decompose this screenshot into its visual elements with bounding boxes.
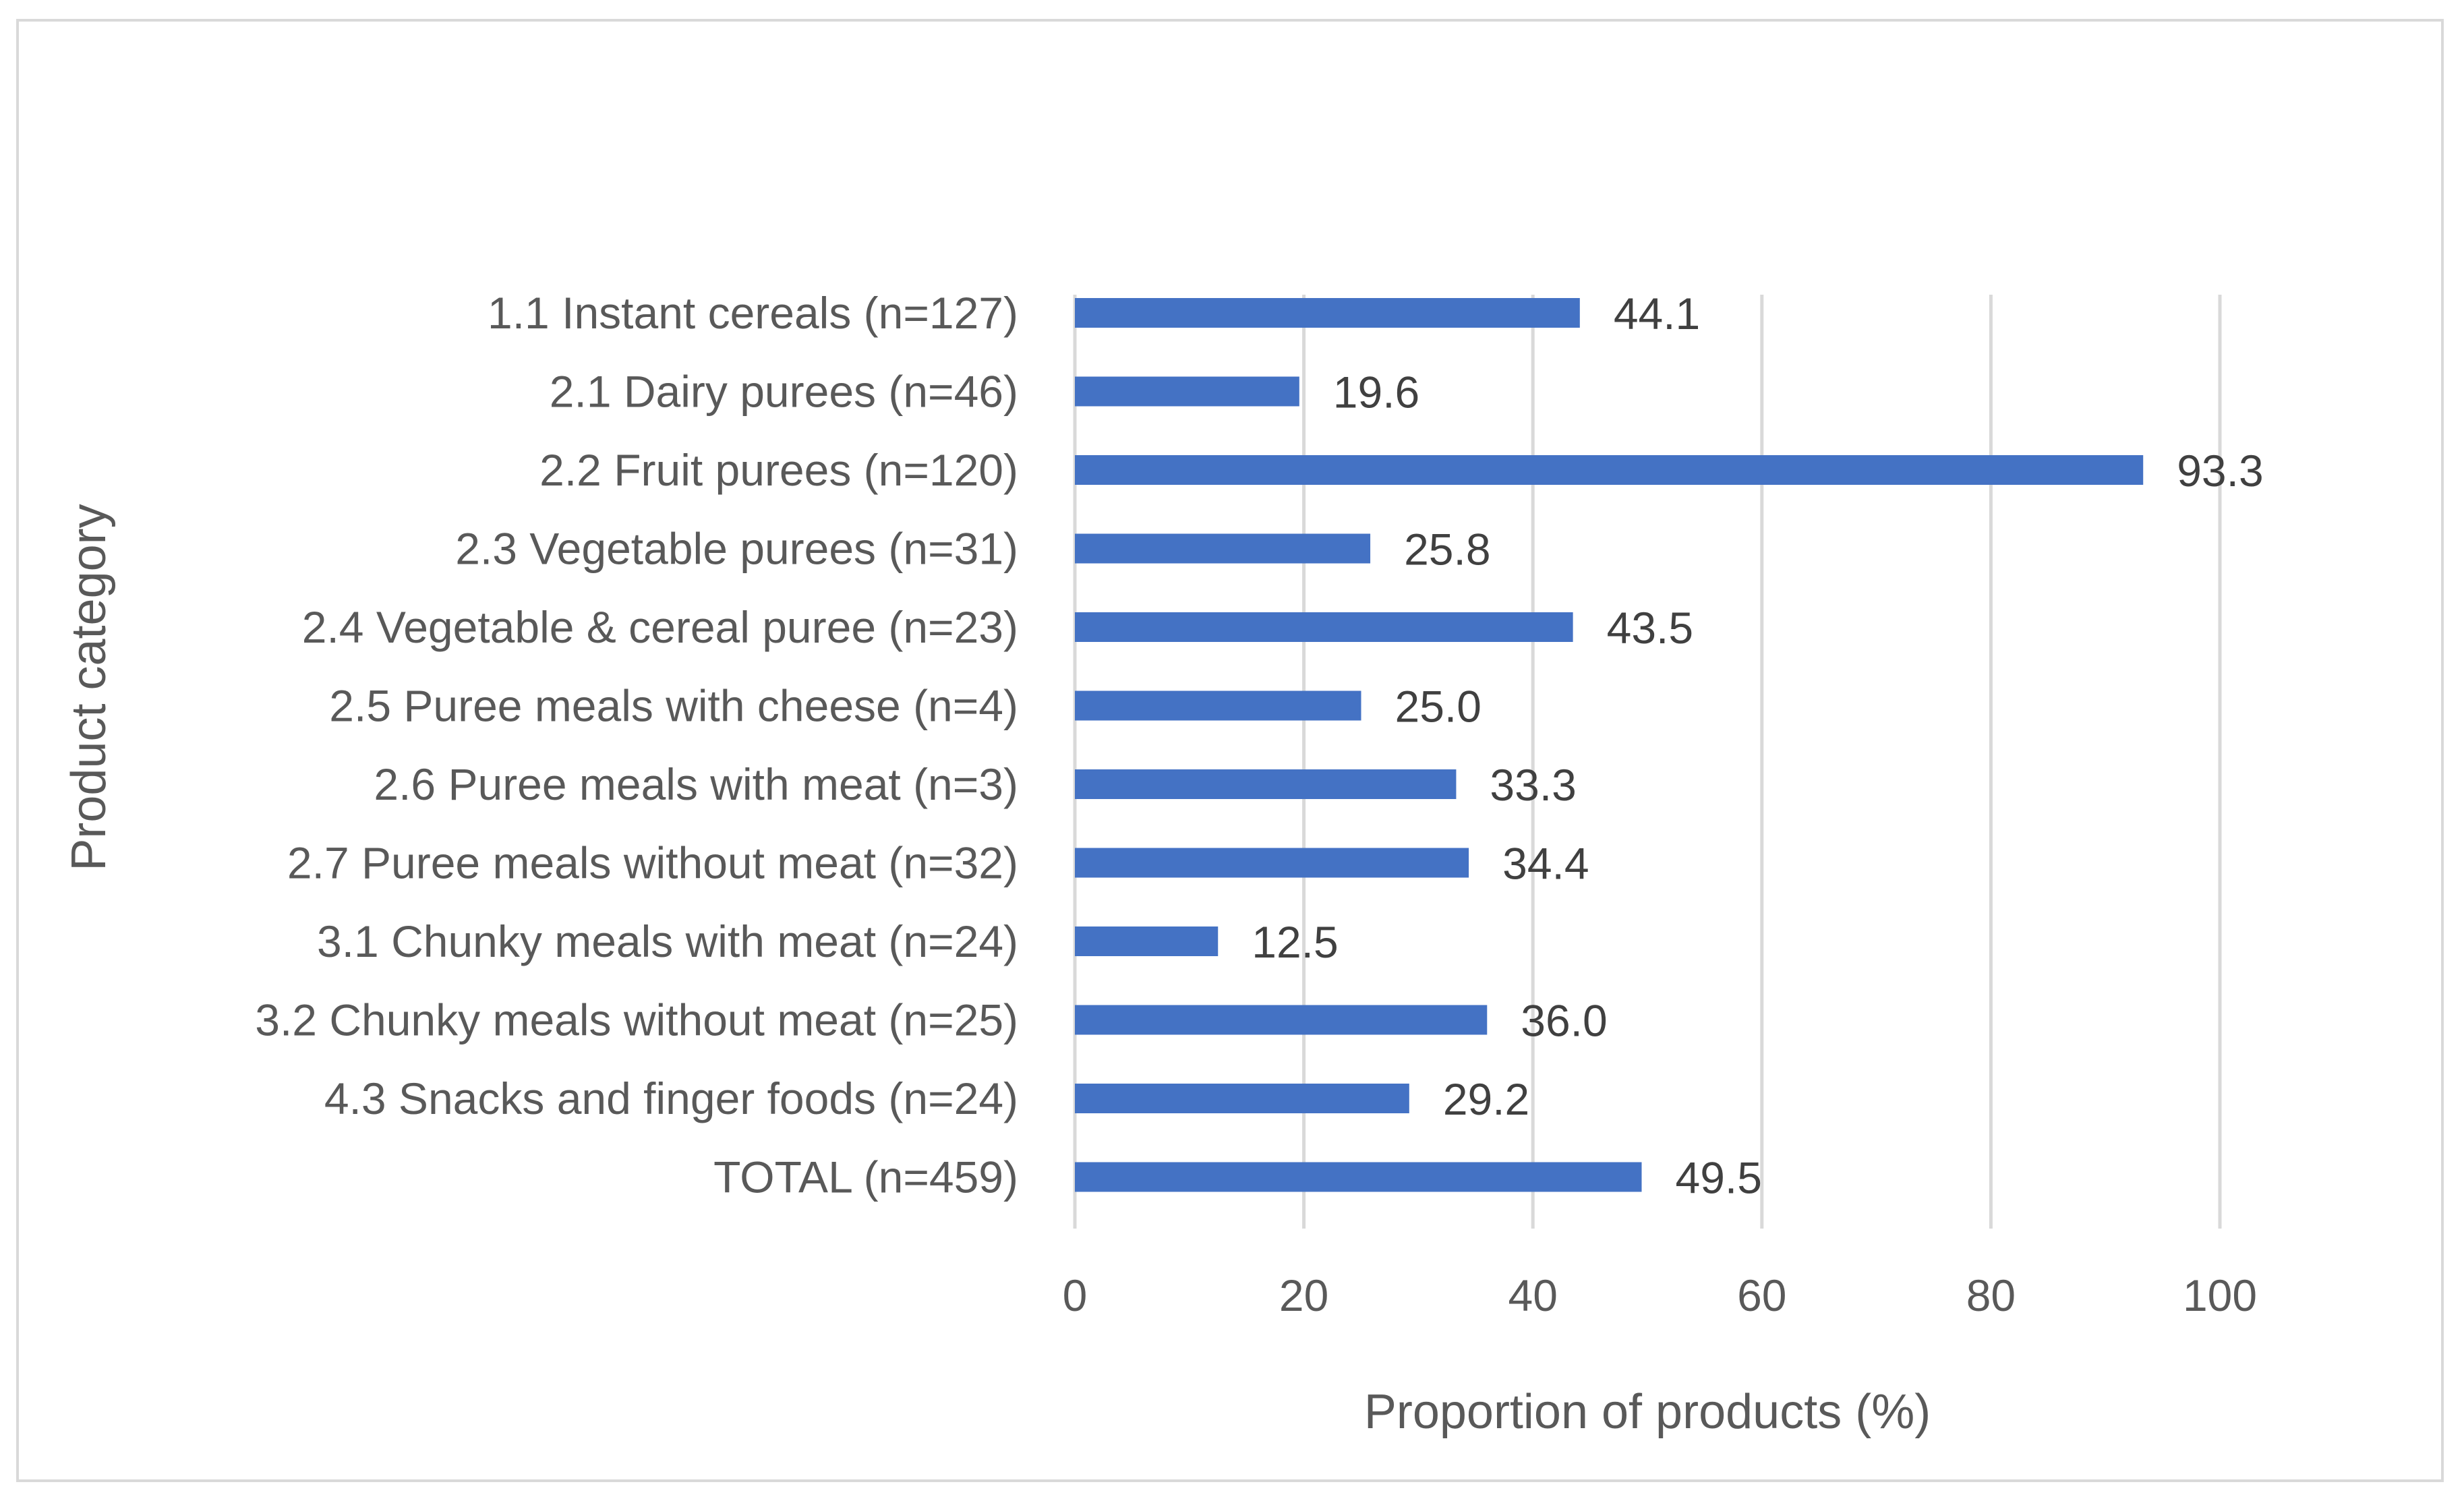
x-tick-label: 100 (2183, 1270, 2257, 1320)
category-label: 3.2 Chunky meals without meat (n=25) (255, 995, 1018, 1045)
y-axis-title: Product category (62, 504, 116, 871)
value-labels: 44.1 19.6 93.3 25.8 43.5 25.033.3 34.4 12.5 36.0… (1252, 289, 2263, 1203)
bar (1075, 1084, 1409, 1113)
category-label: 4.3 Snacks and finger foods (n=24) (324, 1073, 1018, 1123)
bar (1075, 926, 1219, 956)
category-label: 2.4 Vegetable & cereal puree (n=23) (302, 602, 1018, 652)
value-label: 29.2 (1443, 1074, 1529, 1124)
bar (1075, 769, 1457, 799)
category-labels: 1.1 Instant cereals (n=127) 2.1 Dairy pur… (255, 288, 1018, 1202)
value-label: 43.5 (1607, 603, 1693, 653)
x-axis-title: Proportion of products (%) (1364, 1385, 1931, 1439)
bar-chart: 1.1 Instant cereals (n=127) 2.1 Dairy pur… (62, 288, 2264, 1439)
x-tick-label: 60 (1737, 1270, 1786, 1320)
x-tick-label: 80 (1966, 1270, 2016, 1320)
category-label: 1.1 Instant cereals (n=127) (488, 288, 1018, 338)
value-label: 33.3 (1490, 760, 1576, 810)
chart-frame: 1.1 Instant cereals (n=127) 2.1 Dairy pur… (16, 19, 2444, 1482)
value-label: 25.8 (1404, 525, 1490, 575)
value-label: 12.5 (1252, 917, 1338, 967)
category-label: 2.7 Puree meals without meat (n=32) (287, 838, 1018, 888)
category-label: 2.5 Puree meals with cheese (n=4) (329, 681, 1018, 731)
gridlines (1073, 295, 2222, 1229)
value-label: 36.0 (1521, 996, 1607, 1046)
category-label: 2.3 Vegetable purees (n=31) (455, 524, 1018, 574)
category-label: 2.2 Fruit purees (n=120) (539, 445, 1018, 495)
x-tick-label: 20 (1279, 1270, 1328, 1320)
category-label: 3.1 Chunky meals with meat (n=24) (317, 916, 1018, 966)
x-tick-label: 40 (1508, 1270, 1557, 1320)
x-tick-labels: 0 20 40 60 80 100 (1063, 1270, 2257, 1320)
bar (1075, 376, 1299, 407)
bars (1075, 298, 2144, 1192)
category-label: 2.6 Puree meals with meat (n=3) (374, 759, 1018, 809)
value-label: 49.5 (1676, 1153, 1762, 1203)
bar (1075, 455, 2144, 485)
x-tick-label: 0 (1063, 1270, 1088, 1320)
bar (1075, 298, 1580, 328)
bar (1075, 1005, 1488, 1035)
bar (1075, 533, 1371, 564)
category-label: 2.1 Dairy purees (n=46) (550, 367, 1018, 417)
value-label: 34.4 (1502, 839, 1589, 889)
category-label: TOTAL (n=459) (713, 1152, 1018, 1202)
bar (1075, 848, 1469, 878)
value-label: 44.1 (1614, 289, 1700, 339)
value-label: 93.3 (2177, 446, 2263, 496)
bar (1075, 690, 1361, 721)
value-label: 19.6 (1333, 367, 1419, 417)
bar (1075, 1162, 1642, 1192)
value-label: 25.0 (1395, 682, 1482, 732)
bar (1075, 612, 1573, 642)
